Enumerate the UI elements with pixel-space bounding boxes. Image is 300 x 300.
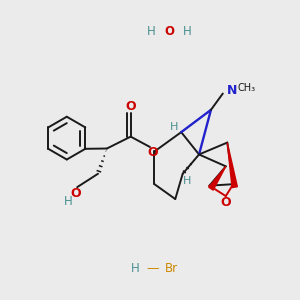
- Text: O: O: [70, 187, 81, 200]
- Text: O: O: [125, 100, 136, 113]
- Text: —: —: [146, 262, 159, 275]
- Polygon shape: [227, 142, 237, 188]
- Polygon shape: [209, 166, 226, 190]
- Text: O: O: [148, 146, 158, 159]
- Text: H: H: [183, 176, 191, 186]
- Text: H: H: [147, 25, 156, 38]
- Text: Br: Br: [165, 262, 178, 275]
- Text: O: O: [164, 25, 174, 38]
- Text: H: H: [131, 262, 140, 275]
- Text: O: O: [221, 196, 231, 208]
- Text: N: N: [227, 84, 238, 97]
- Text: CH₃: CH₃: [238, 83, 256, 93]
- Text: H: H: [64, 195, 73, 208]
- Text: H: H: [169, 122, 178, 132]
- Text: H: H: [183, 25, 191, 38]
